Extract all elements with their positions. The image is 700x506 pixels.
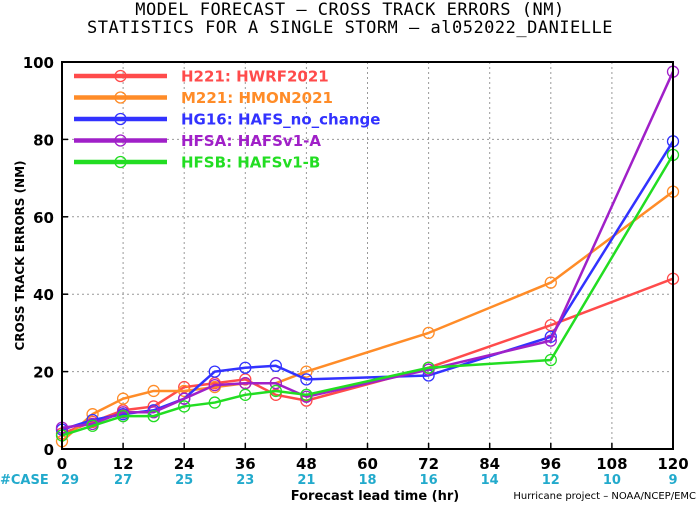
data-point [116,392,130,405]
data-point [147,384,160,398]
data-point [178,400,191,413]
case-count: 18 [358,473,376,488]
data-point [544,334,557,347]
y-tick-label: 80 [33,131,54,149]
chart-title: MODEL FORECAST – CROSS TRACK ERRORS (NM) [135,0,565,20]
legend-marker-4 [114,134,127,147]
case-count: 27 [114,473,132,488]
case-count: 25 [175,473,193,488]
data-point [300,365,313,378]
case-count-title: #CASE [0,473,49,488]
case-count: 23 [236,473,254,488]
data-point [300,388,313,401]
data-point [544,276,557,289]
data-point [300,373,313,386]
data-point [208,396,221,409]
y-tick-label: 0 [44,441,54,459]
data-point [178,392,191,405]
legend-marker-3 [114,112,127,126]
case-count: 10 [603,473,621,488]
data-point [116,409,130,423]
data-point [422,326,435,340]
chart-subtitle: STATISTICS FOR A SINGLE STORM – al052022… [86,18,613,38]
x-tick-label: 12 [113,455,134,473]
data-point [147,406,160,419]
x-tick-label: 0 [57,455,67,473]
x-tick-label: 96 [540,455,561,473]
y-tick-label: 20 [33,364,54,382]
x-axis-label: Forecast lead time (hr) [291,489,459,504]
data-point [239,388,252,401]
x-tick-label: 108 [596,455,627,473]
legend-label-1: H221: HWRF2021 [181,68,329,86]
legend-marker-5 [114,155,127,169]
x-tick-label: 24 [174,455,195,473]
x-tick-label: 60 [357,455,378,473]
data-point [116,406,130,419]
data-point [544,353,557,367]
case-count: 9 [668,473,677,488]
legend-label-4: HFSA: HAFSv1-A [181,132,321,150]
case-count: 29 [61,473,79,488]
legend-label-3: HG16: HAFS_no_change [181,111,380,129]
data-point [544,330,557,343]
legend-marker-2 [114,91,127,104]
data-point [269,359,283,372]
x-tick-label: 120 [657,455,688,473]
y-tick-label: 60 [33,209,54,227]
data-point [208,365,221,378]
data-point [147,409,160,423]
x-tick-label: 48 [296,455,317,473]
data-point [178,384,191,398]
data-point [269,377,283,390]
series-line-3 [61,140,675,431]
x-tick-label: 72 [418,455,439,473]
case-count: 12 [542,473,560,488]
y-tick-label: 40 [33,286,54,304]
legend-marker-1 [114,69,127,83]
credit-text: Hurricane project – NOAA/NCEP/EMC [513,491,696,502]
y-axis-label: CROSS TRACK ERRORS (NM) [13,160,27,350]
data-point [422,361,435,374]
case-count: 16 [420,473,438,488]
x-tick-label: 36 [235,455,256,473]
data-point [208,378,221,392]
case-count: 21 [297,473,315,488]
case-count: 14 [481,473,499,488]
data-point [269,384,283,398]
x-tick-label: 84 [479,455,500,473]
legend-label-2: M221: HMON2021 [181,89,333,107]
data-point [239,361,252,374]
legend-label-5: HFSB: HAFSv1-B [181,154,320,172]
y-tick-label: 100 [23,54,54,72]
data-point [86,419,99,432]
